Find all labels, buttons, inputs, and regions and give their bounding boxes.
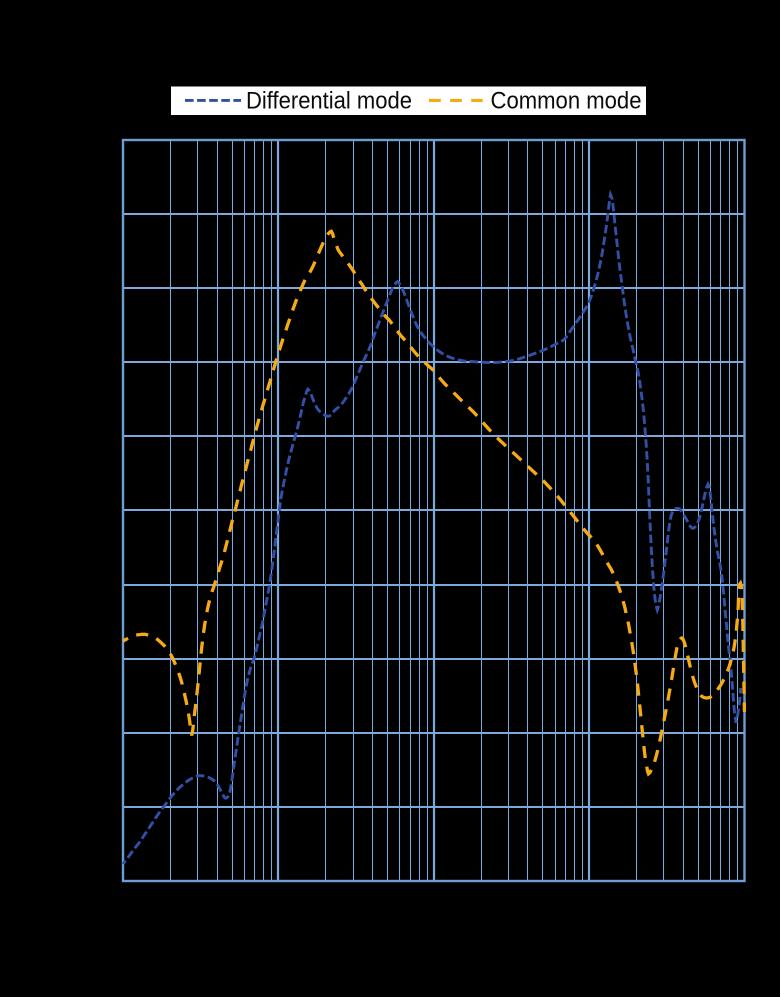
svg-text:Differential mode: Differential mode [246, 88, 412, 115]
svg-text:Common mode: Common mode [491, 88, 642, 115]
